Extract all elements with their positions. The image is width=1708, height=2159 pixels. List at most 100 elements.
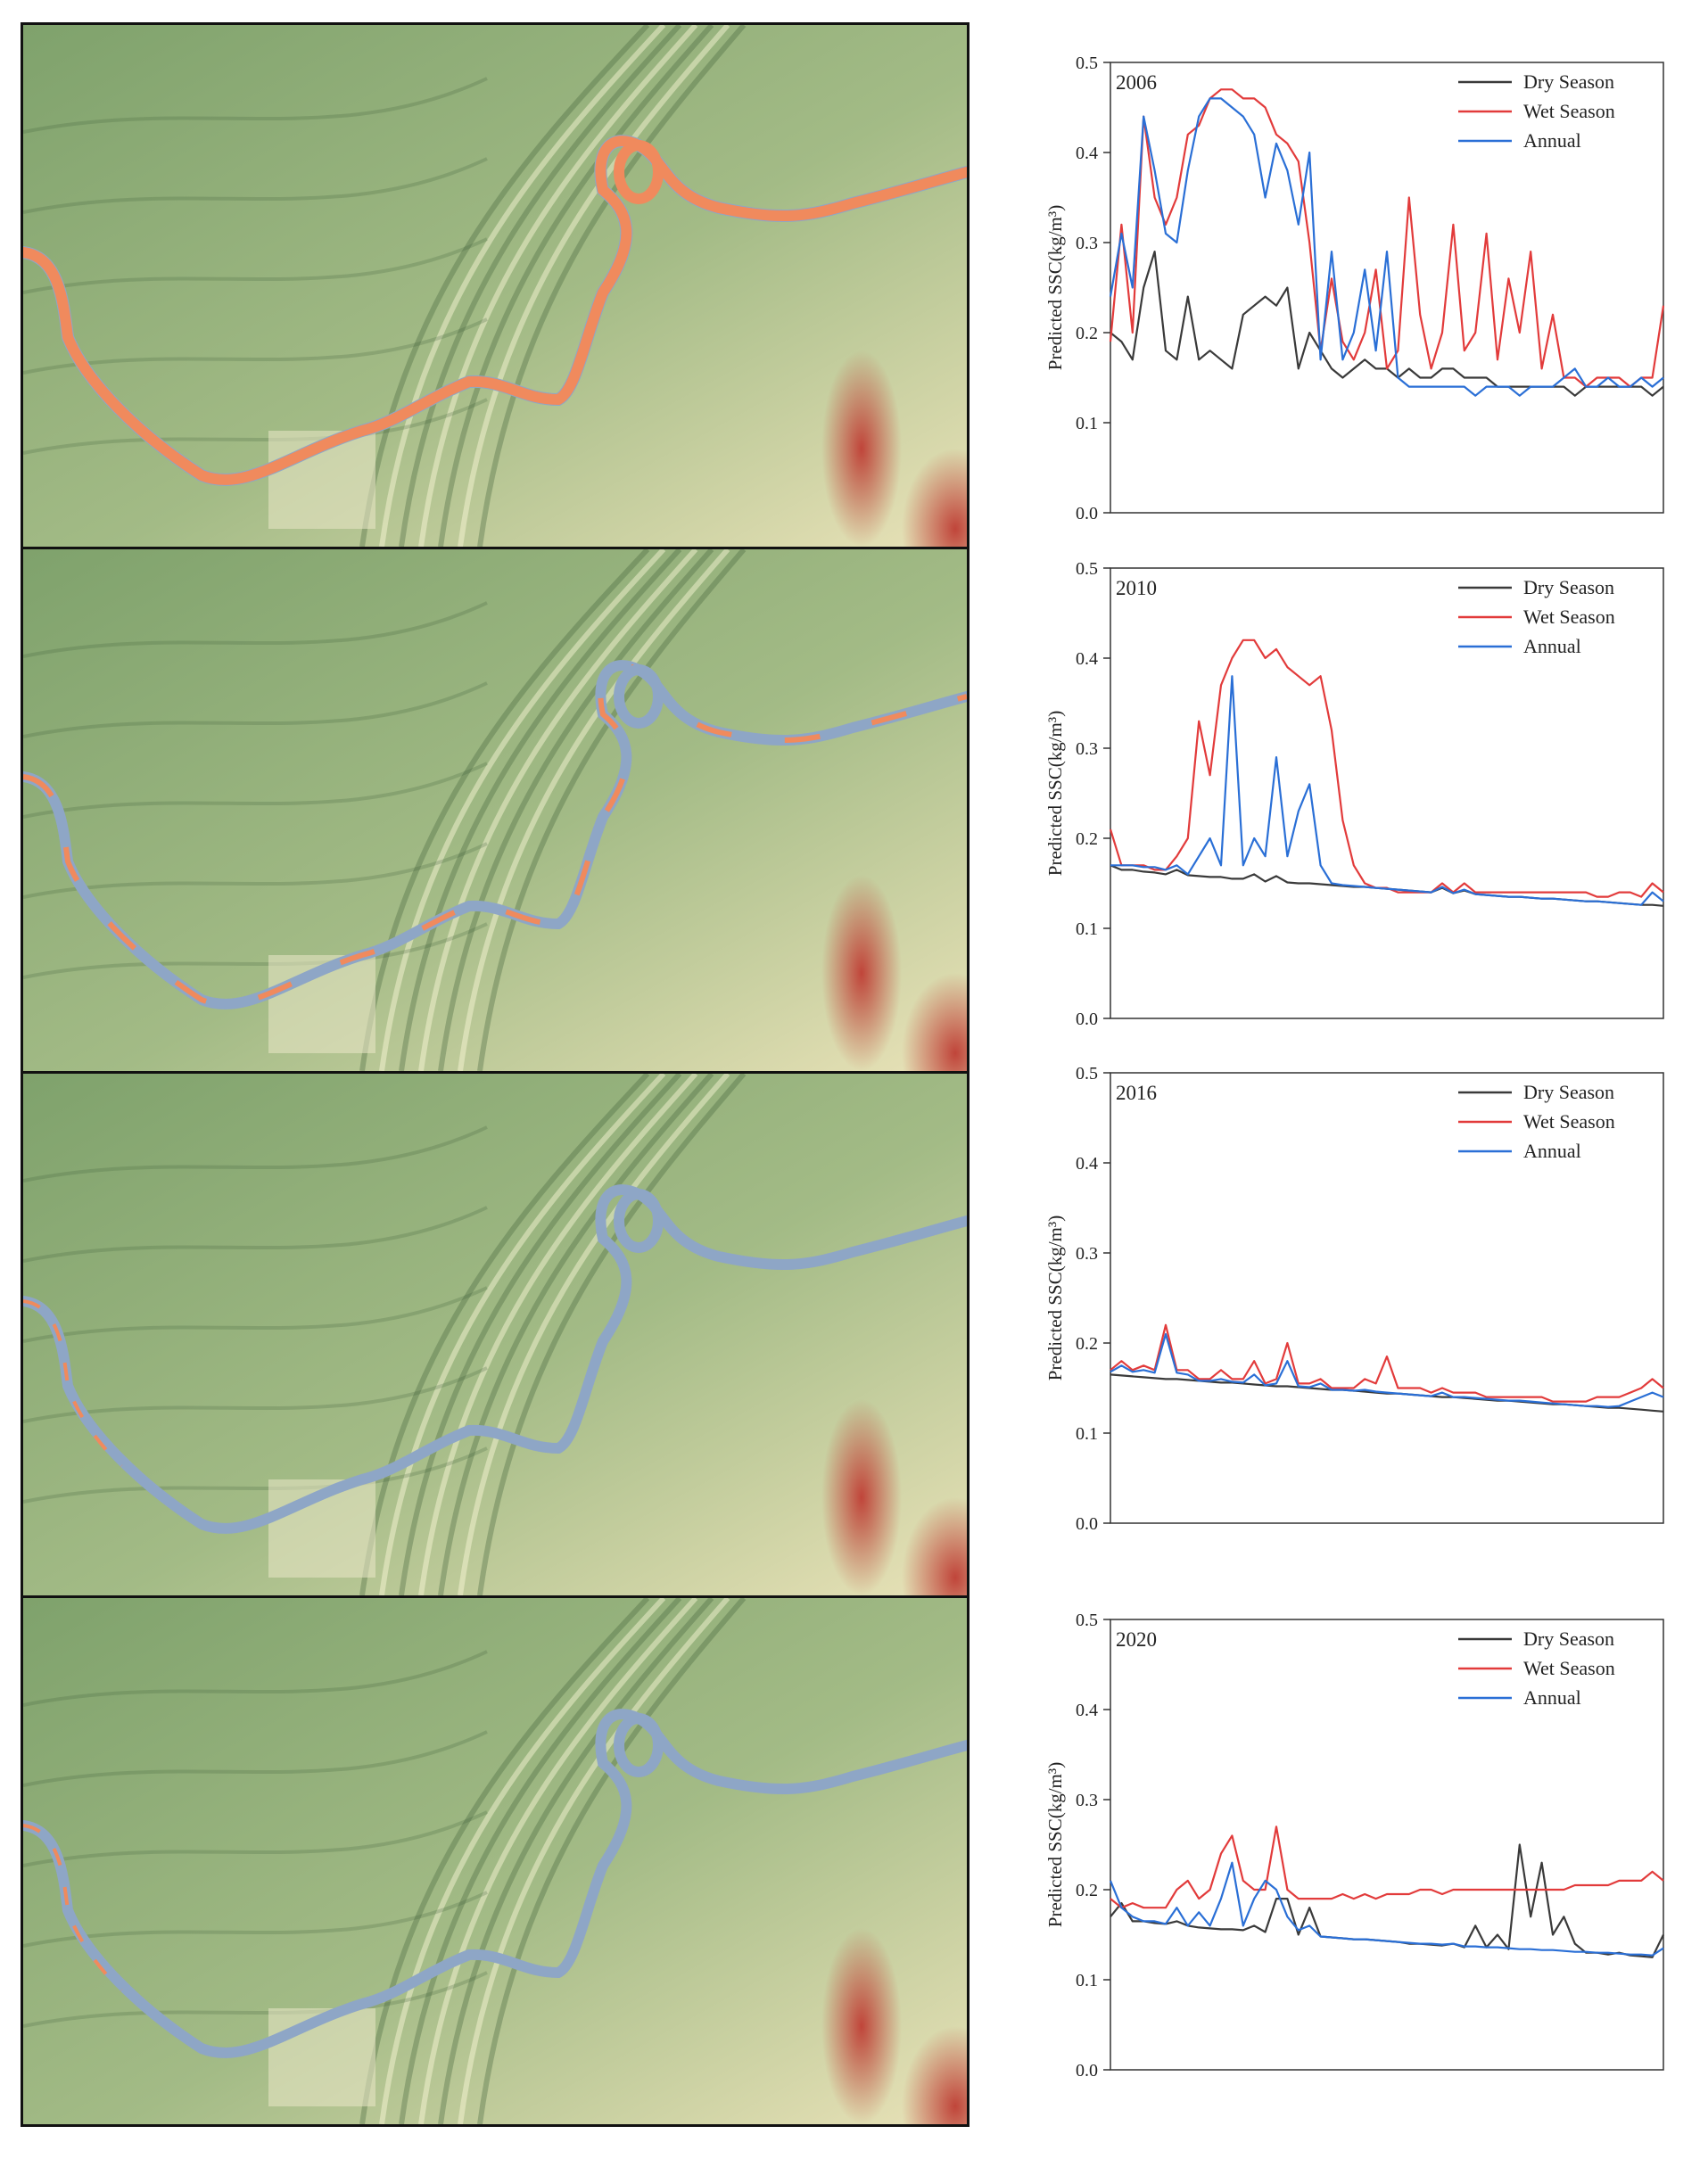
ridge-line [418,549,698,1071]
ridge-line [399,1598,682,2124]
y-tick-label: 0.4 [1076,144,1098,163]
y-tick-label: 0.2 [1076,829,1098,849]
ridge-line [23,601,488,658]
terrain-map [23,25,967,547]
ridge-line [23,77,488,134]
panel-divider [23,547,967,549]
y-tick-label: 0.0 [1076,2061,1098,2081]
plot-frame [1110,1619,1664,2071]
plot-frame [1110,62,1664,514]
ridge-line [379,25,666,547]
river-high-ssc [23,136,967,485]
ridge-line [399,25,682,547]
ridge-line [23,317,488,375]
ridge-line [23,1286,488,1343]
y-tick-label: 0.3 [1076,1791,1098,1810]
ridge-line [23,1206,488,1263]
y-tick-label: 0.5 [1076,54,1098,73]
river-high-ssc [23,1824,123,1992]
y-tick-label: 0.1 [1076,1971,1098,1990]
ridge-line [23,1446,488,1504]
ridge-line [23,237,488,294]
year-label: 2010 [1116,577,1157,599]
ridge-line [23,398,488,455]
map-panel [23,549,967,1071]
series-line [1109,1861,1664,1957]
y-tick-label: 0.4 [1076,1701,1098,1720]
ssc-chart: 0.0 0.1 0.2 0.3 0.4 0.5 Predicted SSC(kg/m³) 20… [1044,1064,1664,1534]
plot-frame [1110,1072,1664,1524]
map-panel [23,25,967,547]
y-axis-label: Predicted SSC(kg/m³) [1044,205,1066,370]
ridge-line [458,549,730,1071]
y-tick-label: 0.2 [1076,1334,1098,1354]
ridge-line [438,1074,714,1595]
high-elevation-area [821,1928,902,2124]
y-tick-label: 0.5 [1076,1611,1098,1630]
panel-divider [23,1595,967,1598]
river-channel [23,660,967,1009]
ridge-line [458,1598,730,2124]
ridge-line [477,1598,747,2124]
map-panel [23,1074,967,1595]
legend-label: Annual [1523,1686,1581,1709]
legend-label: Dry Season [1523,70,1614,93]
y-tick-label: 0.0 [1076,1009,1098,1029]
ssc-chart: 0.0 0.1 0.2 0.3 0.4 0.5 Predicted SSC(kg/m³) 20… [1044,1611,1664,2081]
ridge-line [23,1891,488,1948]
map-panels [21,22,970,2127]
y-tick-label: 0.1 [1076,1424,1098,1444]
ridge-line [23,1810,488,1867]
river-bend [614,664,664,729]
y-tick-label: 0.0 [1076,1514,1098,1534]
y-tick-label: 0.2 [1076,324,1098,343]
legend-label: Wet Season [1523,100,1615,122]
ridge-line [418,1598,698,2124]
ridge-line [418,25,698,547]
legend-label: Dry Season [1523,1081,1614,1103]
ridge-line [23,1366,488,1423]
y-tick-label: 0.1 [1076,414,1098,433]
ridge-line [23,681,488,738]
legend-label: Dry Season [1523,576,1614,598]
plot-frame [1110,567,1664,1019]
y-tick-label: 0.4 [1076,649,1098,669]
ridge-line [359,1598,650,2124]
ridge-line [477,1074,747,1595]
ridge-line [438,25,714,547]
river-high-ssc [23,1299,123,1468]
ridge-line [399,1074,682,1595]
ridge-line [379,1074,666,1595]
series-line [1109,88,1665,388]
y-tick-label: 0.3 [1076,739,1098,759]
series-line [1110,1825,1664,1909]
y-axis-label: Predicted SSC(kg/m³) [1044,1215,1066,1380]
y-axis-label: Predicted SSC(kg/m³) [1044,1762,1066,1927]
high-elevation-area [821,875,902,1071]
series-line [1110,675,1664,906]
ridge-line [379,549,666,1071]
series-line [1110,1323,1664,1403]
ridge-line [23,842,488,899]
legend-label: Wet Season [1523,1110,1615,1133]
ridge-line [359,1074,650,1595]
ridge-line [458,25,730,547]
ridge-line [418,1074,698,1595]
high-elevation-area [902,973,967,1071]
ridge-line [458,1074,730,1595]
legend-label: Annual [1523,635,1581,657]
ridge-line [438,549,714,1071]
river-channel [23,1184,967,1534]
high-elevation-area [902,449,967,547]
high-elevation-area [821,1399,902,1595]
terrain-map [23,1598,967,2124]
legend-label: Annual [1523,129,1581,152]
ridge-line [23,922,488,979]
ridge-line [477,25,747,547]
year-label: 2020 [1116,1628,1157,1651]
year-label: 2016 [1116,1082,1157,1104]
ssc-chart: 0.0 0.1 0.2 0.3 0.4 0.5 Predicted SSC(kg/m³) 20… [1044,559,1664,1029]
y-tick-label: 0.2 [1076,1881,1098,1900]
map-panel [23,1598,967,2124]
y-tick-label: 0.1 [1076,919,1098,939]
